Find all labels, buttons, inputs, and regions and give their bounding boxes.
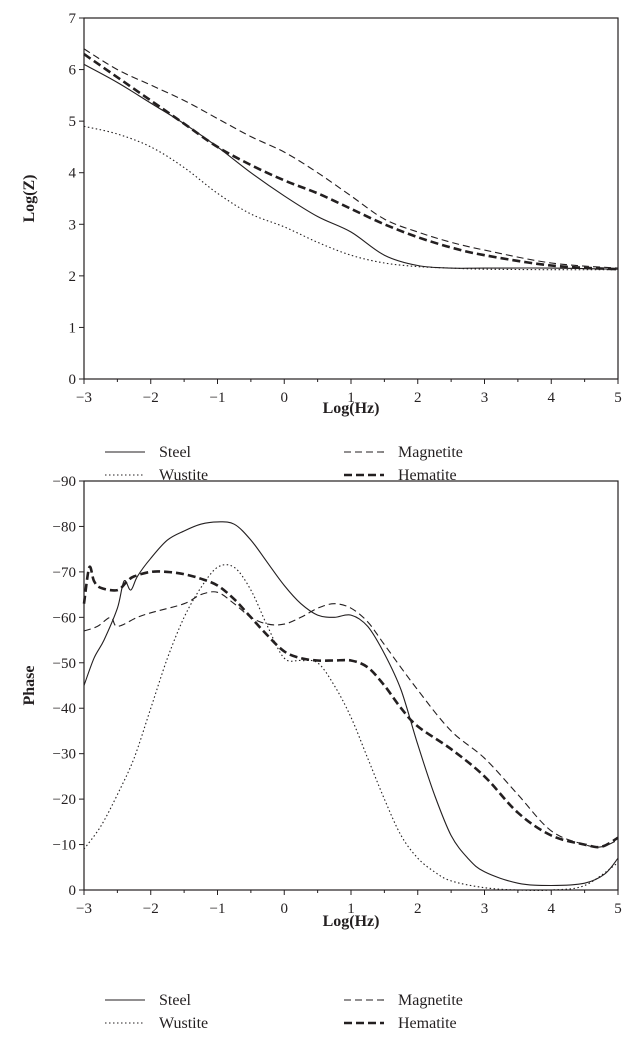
x-tick-label: −2 <box>143 901 159 917</box>
phase-chart: −3 −2 −1 0 1 2 3 4 50−10−20−30−40−50−60−70−80−90… <box>21 474 622 1032</box>
x-tick-label: 1 <box>347 901 355 917</box>
x-tick-label: 2 <box>414 901 422 917</box>
y-tick-label: −90 <box>53 474 76 490</box>
x-tick-label: 5 <box>614 390 622 406</box>
y-tick-label: 5 <box>69 114 77 130</box>
legend-label-hematite: Hematite <box>398 1015 457 1032</box>
series-line-steel <box>83 521 619 887</box>
legend-label-magnetite: Magnetite <box>398 992 463 1009</box>
x-tick-label: 2 <box>414 390 422 406</box>
legend-label-steel: Steel <box>159 992 192 1009</box>
y-axis-label: Phase <box>21 666 38 706</box>
series-line-hematite <box>83 53 619 271</box>
x-tick-label: 3 <box>481 901 489 917</box>
x-tick-label: 5 <box>614 901 622 917</box>
x-tick-label: 0 <box>281 390 289 406</box>
impedance-chart: −3 −2 −1 0 1 2 3 4 5 0 1 2 3 4 5 6 7 Log(Hz) Log(Z) Steel Ma… <box>21 11 622 484</box>
y-tick-label: 4 <box>69 166 77 182</box>
x-tick-label: −2 <box>143 390 159 406</box>
legend-label-hematite: Hematite <box>398 467 457 484</box>
y-tick-label: 7 <box>69 11 77 27</box>
y-tick-label: −30 <box>53 747 76 763</box>
legend-label-steel: Steel <box>159 444 192 461</box>
x-tick-label: 4 <box>548 901 556 917</box>
x-axis-label: Log(Hz) <box>323 913 380 930</box>
series-line-hematite <box>82 565 619 849</box>
legend-label-wustite: Wustite <box>159 467 208 484</box>
y-tick-label: −70 <box>53 565 76 581</box>
y-tick-label: −10 <box>53 838 76 854</box>
x-tick-label: −1 <box>210 390 226 406</box>
x-tick-label: −3 <box>76 901 92 917</box>
series-line-steel <box>83 63 619 270</box>
x-tick-label: 4 <box>548 390 556 406</box>
series-line-wustite <box>83 125 619 271</box>
y-tick-label: 6 <box>69 63 77 79</box>
y-tick-label: −80 <box>53 519 76 535</box>
y-tick-label: −60 <box>53 610 76 626</box>
legend-label-wustite: Wustite <box>159 1015 208 1032</box>
series-line-wustite <box>83 564 619 892</box>
y-axis-label: Log(Z) <box>21 175 38 223</box>
x-tick-label: 0 <box>281 901 289 917</box>
x-axis-label: Log(Hz) <box>323 400 380 417</box>
y-tick-label: 2 <box>69 269 77 285</box>
x-tick-label: 1 <box>347 390 355 406</box>
x-tick-label: 3 <box>481 390 489 406</box>
series-line-magnetite <box>83 591 619 848</box>
x-tick-label: −3 <box>76 390 92 406</box>
y-tick-label: 3 <box>69 217 77 233</box>
y-tick-label: −50 <box>53 656 76 672</box>
y-tick-label: −40 <box>53 701 76 717</box>
y-tick-label: 1 <box>69 320 77 336</box>
x-tick-label: −1 <box>210 901 226 917</box>
y-tick-label: 0 <box>69 372 77 388</box>
legend-label-magnetite: Magnetite <box>398 444 463 461</box>
y-tick-label: 0 <box>69 883 77 899</box>
series-line-magnetite <box>83 48 619 269</box>
plot-frame <box>83 17 619 380</box>
y-tick-label: −20 <box>53 792 76 808</box>
legend: Steel Magnetite Wustite Hematite <box>105 992 463 1032</box>
legend: Steel Magnetite Wustite Hematite <box>105 444 463 484</box>
